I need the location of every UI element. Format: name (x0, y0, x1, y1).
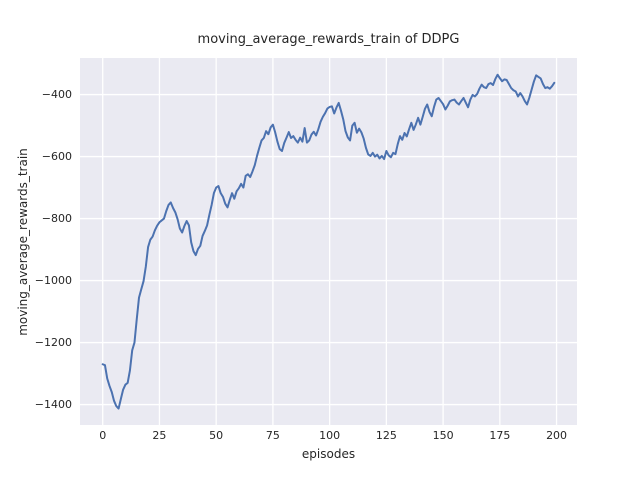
y-tick-label: −400 (41, 87, 72, 101)
x-tick-label: 125 (375, 429, 397, 442)
y-axis-label: moving_average_rewards_train (16, 147, 30, 336)
x-tick-label: 200 (546, 429, 568, 442)
y-axis-label-box: moving_average_rewards_train (0, 58, 46, 425)
chart-title: moving_average_rewards_train of DDPG (197, 32, 460, 47)
x-tick-label: 75 (265, 429, 280, 442)
x-tick-label: 175 (489, 429, 511, 442)
plot-area (80, 58, 577, 425)
y-tick-label: −1000 (34, 273, 72, 287)
line-chart-svg (80, 58, 577, 425)
x-axis-label: episodes (301, 447, 356, 461)
x-tick-label: 0 (99, 429, 107, 442)
y-tick-label: −1400 (34, 397, 72, 411)
x-tick-label: 50 (209, 429, 224, 442)
y-tick-label: −600 (41, 149, 72, 163)
x-tick-label: 25 (152, 429, 167, 442)
reward-line (101, 73, 556, 410)
y-tick-label: −800 (41, 211, 72, 225)
x-tick-label: 150 (432, 429, 454, 442)
x-tick-label: 100 (319, 429, 341, 442)
y-tick-label: −1200 (34, 335, 72, 349)
